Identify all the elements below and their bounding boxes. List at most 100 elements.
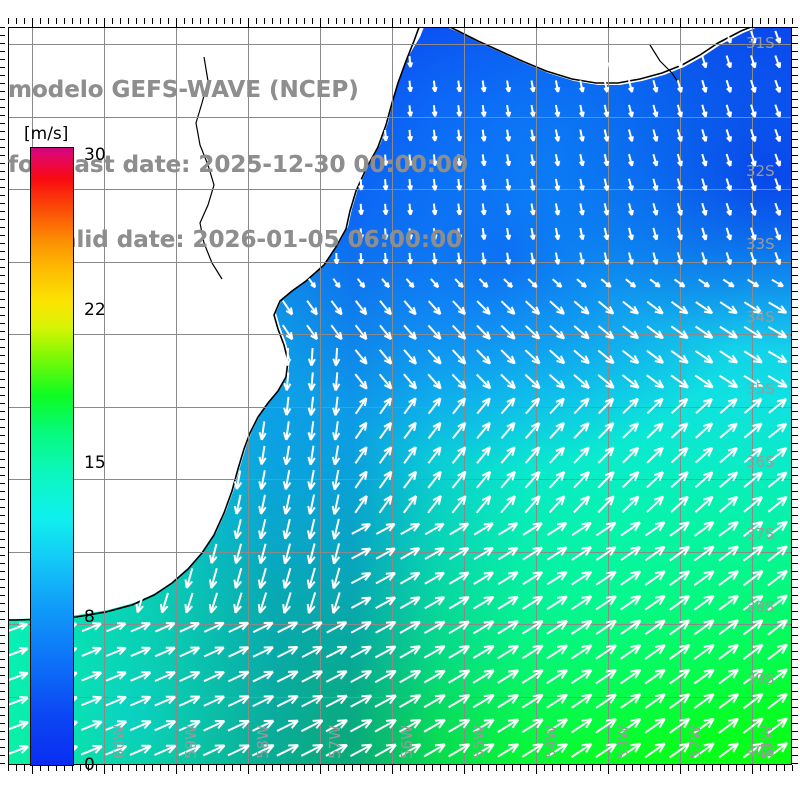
axis-tick [792, 371, 798, 372]
axis-tick [792, 235, 798, 236]
axis-tick [392, 18, 393, 27]
axis-tick [768, 765, 769, 771]
axis-tick [640, 765, 641, 771]
axis-tick [104, 18, 105, 27]
colorbar-tick-label: 15 [84, 453, 106, 473]
axis-tick [0, 651, 5, 652]
axis-tick [744, 765, 745, 771]
axis-tick [280, 18, 281, 24]
axis-tick [0, 499, 5, 500]
axis-tick [792, 323, 798, 324]
axis-tick [792, 139, 798, 140]
axis-tick [0, 435, 5, 436]
axis-tick [792, 131, 798, 132]
axis-tick [792, 299, 798, 300]
axis-tick [792, 27, 798, 28]
axis-tick [608, 765, 609, 774]
axis-tick [0, 603, 5, 604]
axis-tick [232, 765, 233, 771]
axis-tick [480, 765, 481, 771]
axis-tick [672, 18, 673, 24]
axis-tick [0, 67, 5, 68]
axis-tick [0, 203, 5, 204]
axis-tick [192, 765, 193, 771]
axis-tick [328, 765, 329, 771]
axis-tick [792, 171, 798, 172]
axis-tick [40, 765, 41, 771]
axis-tick [0, 51, 5, 52]
axis-tick [400, 765, 401, 771]
axis-tick [0, 419, 5, 420]
axis-tick [648, 765, 649, 771]
axis-tick [304, 18, 305, 24]
longitude-label: 60W [110, 725, 128, 759]
axis-tick [408, 765, 409, 771]
axis-tick [0, 507, 5, 508]
axis-tick [0, 259, 5, 260]
axis-tick [352, 18, 353, 24]
axis-tick [792, 579, 798, 580]
axis-tick [0, 235, 5, 236]
axis-tick [664, 765, 665, 771]
axis-tick [0, 523, 5, 524]
axis-tick [544, 18, 545, 24]
axis-tick [792, 251, 798, 252]
axis-tick [0, 459, 5, 460]
axis-tick [656, 18, 657, 24]
axis-tick [80, 18, 81, 24]
latitude-label: 33S [746, 235, 775, 253]
axis-tick [616, 18, 617, 24]
axis-tick [464, 765, 465, 774]
axis-tick [0, 595, 5, 596]
axis-tick [792, 731, 798, 732]
axis-tick [184, 18, 185, 24]
axis-tick [464, 18, 465, 27]
axis-tick [672, 765, 673, 771]
model-title: modelo GEFS-WAVE (NCEP) [8, 77, 359, 103]
axis-tick [0, 171, 5, 172]
colorbar[interactable] [30, 147, 74, 766]
axis-tick [680, 765, 681, 774]
axis-tick [480, 18, 481, 24]
axis-tick [216, 18, 217, 24]
axis-tick [472, 765, 473, 771]
axis-tick [0, 659, 5, 660]
axis-tick [496, 765, 497, 771]
longitude-label: 51W [758, 725, 776, 759]
axis-tick [512, 18, 513, 24]
axis-tick [296, 765, 297, 771]
axis-tick [0, 299, 5, 300]
axis-tick [248, 18, 249, 27]
axis-tick [432, 18, 433, 24]
axis-tick [208, 18, 209, 24]
axis-tick [792, 475, 798, 476]
axis-tick [0, 611, 5, 612]
axis-tick [792, 563, 798, 564]
axis-tick [200, 18, 201, 24]
axis-tick [792, 765, 793, 771]
axis-tick [0, 451, 5, 452]
axis-tick [520, 765, 521, 771]
axis-tick [792, 51, 798, 52]
axis-tick [600, 18, 601, 24]
axis-tick [784, 765, 785, 771]
axis-tick [792, 707, 798, 708]
axis-tick [760, 765, 761, 771]
axis-tick [0, 739, 5, 740]
axis-tick [552, 18, 553, 24]
axis-tick [328, 18, 329, 24]
longitude-label: 54W [542, 725, 560, 759]
axis-tick [792, 683, 798, 684]
axis-tick [592, 18, 593, 24]
axis-tick [0, 515, 5, 516]
axis-tick [24, 18, 25, 24]
axis-tick [248, 765, 249, 774]
axis-tick [408, 18, 409, 24]
axis-tick [792, 395, 798, 396]
axis-tick [48, 765, 49, 771]
axis-tick [24, 765, 25, 771]
axis-tick [320, 18, 321, 27]
axis-tick [696, 765, 697, 771]
axis-tick [792, 443, 798, 444]
